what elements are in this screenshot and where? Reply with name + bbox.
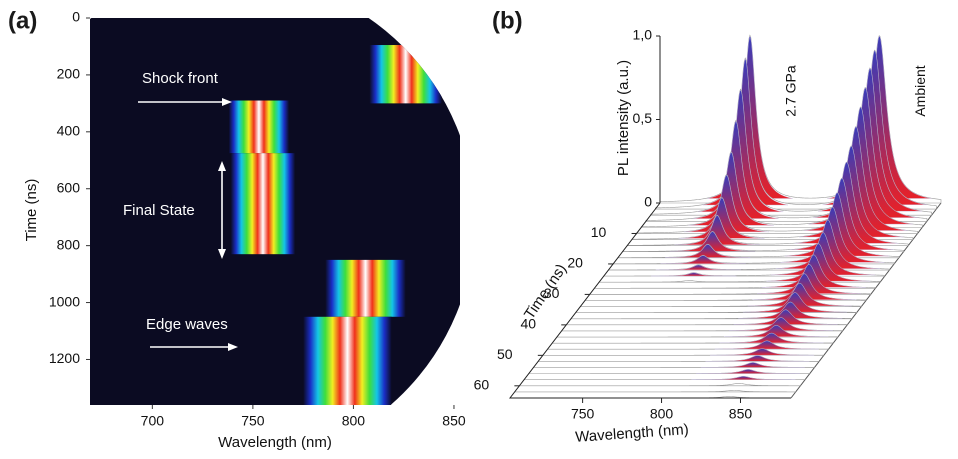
peak-label: Ambient xyxy=(912,65,928,116)
x-tick-label: 800 xyxy=(342,413,366,429)
y-tick-label: 200 xyxy=(57,66,81,82)
z-tick-label: 0,5 xyxy=(633,110,653,126)
peak-label: 2.7 GPa xyxy=(783,65,799,117)
peak xyxy=(747,283,852,307)
plot-area xyxy=(90,18,460,405)
peak xyxy=(738,301,843,319)
x-tick-label: 850 xyxy=(442,413,466,429)
panel-b: 0 0,5 1,0 10 20 30 40 50 60 750 800 850 2.7 GPa Ambie… xyxy=(474,27,942,422)
annotation: Final State xyxy=(123,202,195,219)
time-tick-label: 10 xyxy=(591,224,607,240)
annotation: Shock front xyxy=(142,70,219,87)
z-axis-title: PL intensity (a.u.) xyxy=(615,60,632,176)
streak-band xyxy=(228,100,290,154)
peak xyxy=(651,272,737,277)
annotations: Shock front Final State Edge waves xyxy=(123,70,238,351)
x-axis-title: Wavelength (nm) xyxy=(218,434,332,451)
peak xyxy=(688,152,774,226)
streak-band xyxy=(303,316,392,405)
panel-label: (b) xyxy=(492,7,523,34)
time-tick-label: 40 xyxy=(520,316,536,332)
peak xyxy=(660,255,746,264)
streak-band xyxy=(369,45,442,104)
y-tick-label: 400 xyxy=(57,123,81,139)
y-tick-label: 0 xyxy=(72,9,80,25)
z-tick-label: 1,0 xyxy=(633,27,653,43)
peak xyxy=(665,244,751,258)
peak xyxy=(700,362,805,368)
peak xyxy=(714,340,819,350)
x-tick-label: 800 xyxy=(650,406,674,422)
plot-area xyxy=(90,18,460,405)
axis-line xyxy=(508,202,791,399)
peak xyxy=(696,369,801,374)
peak xyxy=(679,197,765,239)
arrow-head xyxy=(218,161,226,259)
y-tick-label: 600 xyxy=(57,179,81,195)
y-tick-label: 800 xyxy=(57,236,81,252)
spectrum-trace xyxy=(519,383,801,387)
time-tick-label: 60 xyxy=(474,377,490,393)
x-tick-label: 750 xyxy=(571,406,595,422)
y-axis-title: Time (ns) xyxy=(23,179,40,242)
spectrum-trace xyxy=(514,389,796,393)
peak xyxy=(733,309,838,325)
x-tick-label: 750 xyxy=(241,413,265,429)
x-axis-title: Wavelength (nm) xyxy=(575,421,690,446)
z-tick-label: 0 xyxy=(644,194,652,210)
peak xyxy=(724,325,829,337)
time-tick-label: 30 xyxy=(544,285,560,301)
peak xyxy=(655,264,742,271)
peak xyxy=(669,231,756,252)
peak xyxy=(719,332,824,344)
peak xyxy=(705,355,810,362)
time-tick-label: 50 xyxy=(497,346,513,362)
peak xyxy=(710,348,815,356)
peak xyxy=(674,215,760,246)
streak-band xyxy=(325,259,406,317)
y-tick-label: 1000 xyxy=(49,293,80,309)
time-tick-label: 20 xyxy=(567,255,583,271)
x-tick-label: 700 xyxy=(141,413,165,429)
peak xyxy=(742,292,847,313)
x-tick-label: 850 xyxy=(729,406,753,422)
peak xyxy=(683,175,770,233)
panel-a: 0 200 400 600 800 1000 1200 700 750 800 850 xyxy=(49,9,466,429)
peak xyxy=(691,376,796,380)
peak xyxy=(693,121,779,219)
streak-band xyxy=(230,153,296,255)
peak xyxy=(728,317,833,331)
arrow-head xyxy=(228,343,238,351)
panel-label: (a) xyxy=(8,7,37,34)
y-tick-label: 1200 xyxy=(49,350,80,366)
arrow-head xyxy=(222,98,232,106)
annotation: Edge waves xyxy=(146,316,228,333)
peak xyxy=(752,273,857,300)
